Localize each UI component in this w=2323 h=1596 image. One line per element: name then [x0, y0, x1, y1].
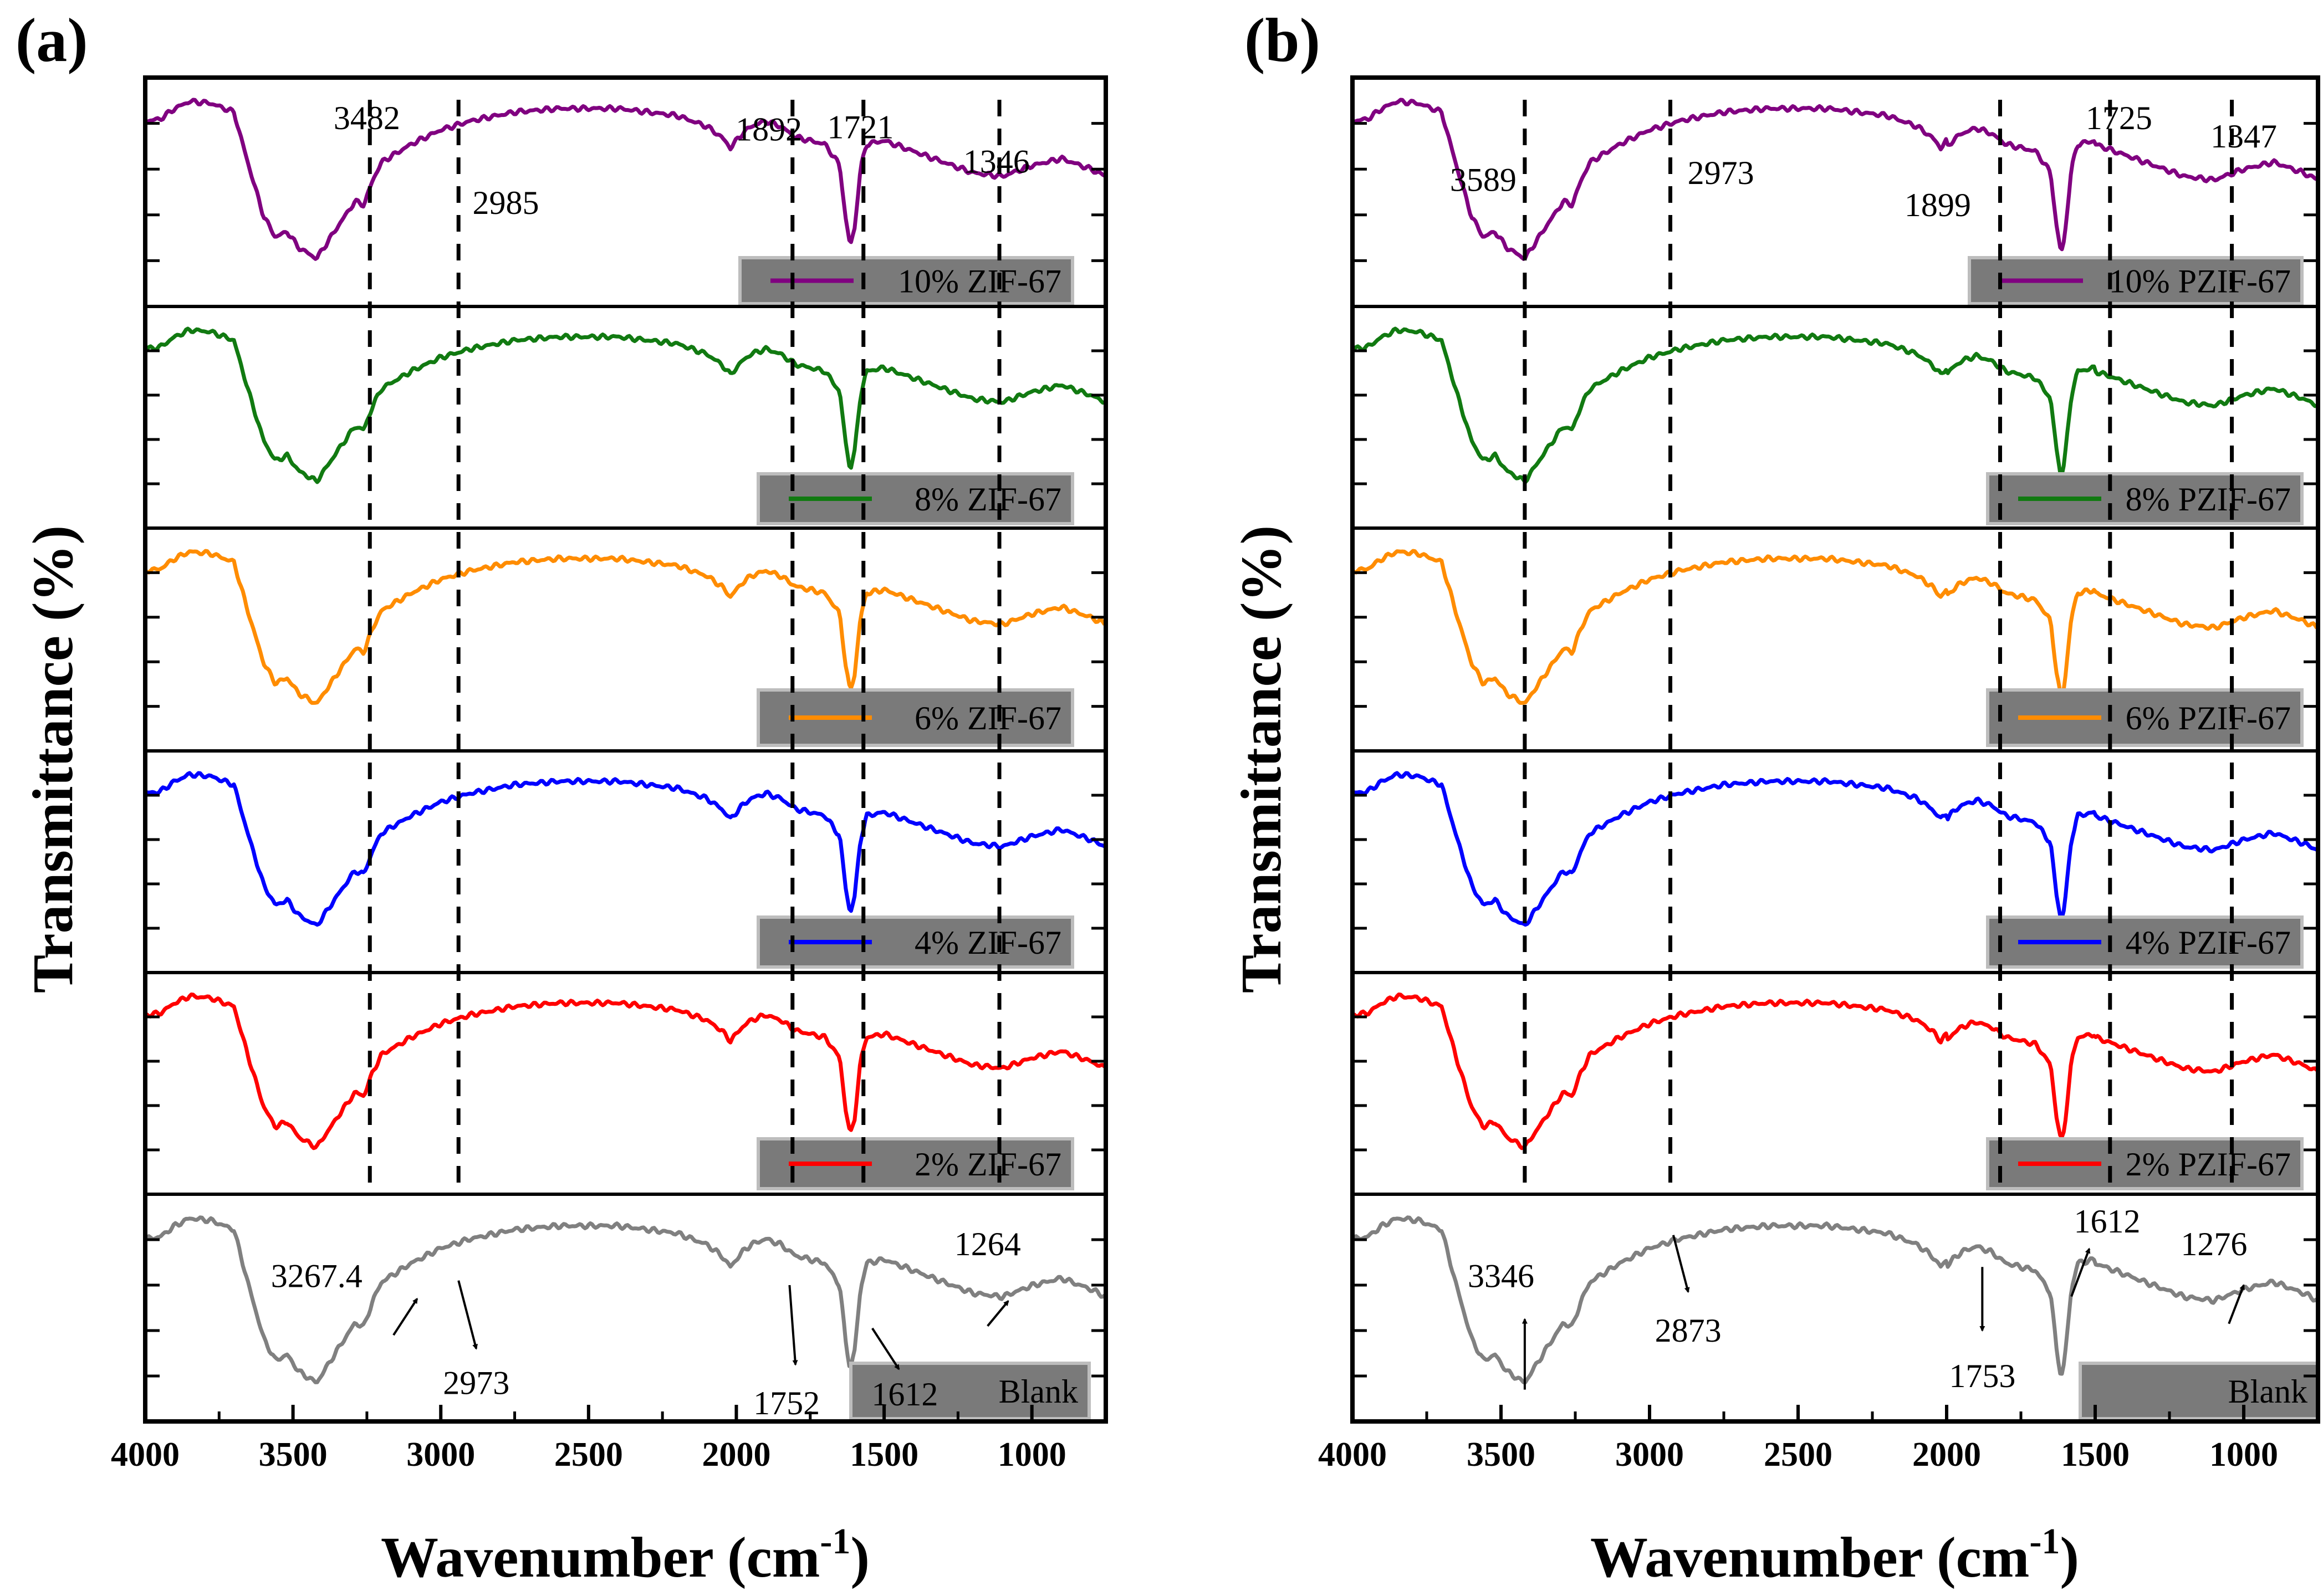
legend-1: 10% PZIF-67: [1968, 256, 2304, 305]
blank-peak-annotation: 1264: [954, 1226, 1021, 1262]
series-line-5: [1351, 993, 2319, 1150]
annotation-arrow: [457, 1280, 478, 1350]
blank-peak-annotation: 2973: [443, 1364, 509, 1401]
legend-3: 6% ZIF-67: [757, 688, 1074, 747]
x-tick-label: 1500: [850, 1436, 918, 1474]
legend-2: 8% ZIF-67: [757, 472, 1074, 525]
series-line-6: [144, 1215, 1106, 1384]
x-tick-label: 2500: [1764, 1436, 1832, 1474]
chart-panel-2: (b) 10% PZIF-67 8% PZIF-67 6% PZIF-67 4% PZI…: [1229, 6, 2320, 1589]
peak-annotation: 3482: [334, 100, 400, 136]
peak-annotation: 1899: [1905, 187, 1971, 223]
blank-peak-annotation: 3267.4: [271, 1258, 363, 1295]
legend-label: 2% ZIF-67: [915, 1146, 1061, 1183]
peak-annotation: 1721: [827, 109, 894, 146]
x-tick-label: 1000: [2209, 1436, 2278, 1474]
series-line-2: [144, 326, 1105, 484]
x-tick-label: 3500: [259, 1436, 328, 1474]
x-tick-label: 4000: [111, 1436, 180, 1474]
legend-3: 6% PZIF-67: [1986, 688, 2304, 747]
legend-label: 6% ZIF-67: [915, 700, 1061, 736]
x-tick-label: 1500: [2061, 1436, 2130, 1474]
panel-label: (a): [16, 6, 88, 75]
series-line-2: [1351, 326, 2317, 484]
peak-annotation: 2985: [473, 185, 539, 221]
series-line-5: [144, 993, 1106, 1150]
panel-label: (b): [1244, 6, 1320, 75]
blank-peak-annotation: 2873: [1655, 1312, 1722, 1349]
series-line-4: [1352, 771, 2318, 927]
x-tick-label: 2500: [554, 1436, 623, 1474]
annotation-arrow: [788, 1285, 798, 1366]
legend-box: [849, 1362, 1091, 1420]
annotation-arrow: [2228, 1284, 2245, 1324]
peak-annotation: 1725: [2086, 100, 2152, 136]
legend-label: 4% ZIF-67: [915, 924, 1061, 961]
series-line-6: [1351, 1215, 2318, 1384]
x-axis-label: Wavenumber (cm-1): [1590, 1521, 2079, 1589]
peak-annotation: 1892: [736, 111, 802, 148]
series-line-3: [1351, 549, 2319, 705]
x-tick-label: 2000: [1912, 1436, 1981, 1474]
legend-5: 2% ZIF-67: [757, 1137, 1074, 1190]
x-tick-label: 3500: [1467, 1436, 1535, 1474]
blank-peak-annotation: 1276: [2181, 1226, 2247, 1262]
annotation-arrow: [392, 1297, 418, 1336]
blank-peak-annotation: 3346: [1468, 1258, 1534, 1295]
legend-6: Blank: [2079, 1362, 2320, 1420]
legend-label: Blank: [999, 1373, 1078, 1410]
legend-4: 4% ZIF-67: [757, 915, 1074, 969]
peak-annotation: 2973: [1688, 155, 1754, 191]
series-line-3: [144, 549, 1106, 705]
legend-5: 2% PZIF-67: [1986, 1137, 2304, 1190]
legend-label: 10% PZIF-67: [2109, 263, 2291, 300]
legend-label: 4% PZIF-67: [2126, 924, 2291, 961]
x-tick-label: 3000: [1615, 1436, 1684, 1474]
y-axis-label: Transmittance (%): [1229, 525, 1293, 993]
annotation-arrow: [871, 1327, 900, 1370]
x-tick-label: 2000: [702, 1436, 770, 1474]
series-line-4: [145, 771, 1106, 927]
x-tick-label: 3000: [406, 1436, 475, 1474]
legend-6: Blank: [849, 1362, 1091, 1420]
legend-label: 8% ZIF-67: [915, 481, 1061, 518]
blank-peak-annotation: 1612: [2074, 1203, 2140, 1240]
legend-2: 8% PZIF-67: [1986, 472, 2304, 525]
peak-annotation: 1347: [2210, 118, 2277, 155]
legend-label: 8% PZIF-67: [2126, 481, 2291, 518]
legend-label: 6% PZIF-67: [2126, 700, 2291, 736]
peak-annotation: 3589: [1450, 162, 1517, 198]
series-line-1: [145, 98, 1106, 261]
legend-label: Blank: [2228, 1373, 2307, 1410]
blank-peak-annotation: 1753: [1949, 1358, 2015, 1394]
legend-label: 10% ZIF-67: [898, 263, 1061, 300]
chart-panel-1: (a) 10% ZIF-67 8% ZIF-67 6% ZIF-67 4% ZIF-67…: [16, 6, 1108, 1589]
blank-peak-annotation: 1752: [753, 1385, 820, 1421]
legend-1: 10% ZIF-67: [738, 256, 1074, 305]
blank-peak-annotation: 1612: [871, 1376, 938, 1413]
x-tick-label: 4000: [1318, 1436, 1387, 1474]
legend-label: 2% PZIF-67: [2126, 1146, 2291, 1183]
x-axis-label: Wavenumber (cm-1): [381, 1521, 870, 1589]
annotation-arrow: [987, 1300, 1009, 1327]
legend-4: 4% PZIF-67: [1986, 915, 2304, 969]
annotation-arrow: [1672, 1235, 1690, 1293]
x-tick-label: 1000: [998, 1436, 1066, 1474]
y-axis-label: Transmittance (%): [21, 525, 85, 993]
annotation-arrow: [2070, 1247, 2091, 1297]
series-line-1: [1352, 98, 2318, 261]
peak-annotation: 1346: [963, 144, 1030, 180]
